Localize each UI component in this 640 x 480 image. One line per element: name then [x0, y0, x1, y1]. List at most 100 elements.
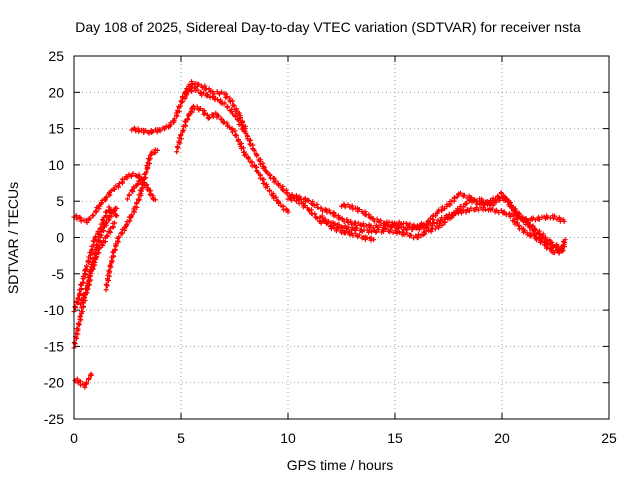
- data-point-cluster: [178, 82, 194, 104]
- x-axis-label: GPS time / hours: [287, 457, 394, 473]
- data-point-cluster: [115, 176, 127, 190]
- data-point-cluster: [232, 128, 247, 155]
- series-track-6: [72, 371, 94, 390]
- data-point: [88, 371, 94, 377]
- data-point-cluster: [128, 200, 140, 219]
- data-point-cluster: [500, 209, 513, 220]
- data-point-cluster: [144, 151, 154, 171]
- data-point-cluster: [318, 205, 332, 215]
- data-point-cluster: [138, 177, 146, 186]
- data-point-cluster: [96, 235, 108, 252]
- data-point-cluster: [112, 235, 121, 252]
- y-tick-label: 5: [56, 193, 64, 209]
- y-axis-label: SDTVAR / TECUs: [5, 182, 21, 294]
- y-tick-label: 15: [48, 121, 64, 137]
- y-tick-label: 0: [56, 230, 64, 246]
- y-tick-label: -25: [44, 411, 64, 427]
- data-point-cluster: [106, 204, 114, 213]
- data-point-cluster: [147, 147, 158, 158]
- grid: [74, 56, 609, 419]
- data-point-cluster: [81, 290, 89, 299]
- data-point-cluster: [498, 190, 512, 208]
- series-track-10: [178, 79, 248, 132]
- data-point-cluster: [103, 264, 114, 293]
- y-tick-label: 10: [48, 157, 64, 173]
- data-point: [561, 219, 567, 225]
- data-point-cluster: [128, 170, 140, 179]
- data-point-cluster: [543, 213, 556, 221]
- data-point: [152, 197, 158, 203]
- data-point-cluster: [263, 184, 280, 204]
- y-tick-labels: 25 20 15 10 5 0 -5 -10 -15 -20 -25: [44, 48, 64, 427]
- series-track-3: [71, 204, 120, 314]
- data-point-cluster: [254, 165, 269, 187]
- data-point-cluster: [381, 226, 396, 236]
- data-point-cluster: [263, 168, 279, 185]
- data-point-cluster: [210, 89, 225, 97]
- data-point-cluster: [413, 220, 429, 231]
- x-tick-label: 15: [387, 430, 403, 446]
- series-track-5: [125, 177, 158, 203]
- data-point-cluster: [359, 227, 375, 235]
- data-point-cluster: [402, 230, 419, 241]
- data-point-cluster: [77, 215, 89, 224]
- x-tick-label: 25: [601, 430, 617, 446]
- data-point-cluster: [191, 103, 203, 113]
- y-tick-label: -5: [52, 266, 65, 282]
- data-point-cluster: [129, 125, 139, 134]
- series-track-4: [103, 147, 160, 293]
- data-point-cluster: [88, 237, 99, 255]
- data-point-cluster: [360, 221, 374, 230]
- data-point-cluster: [185, 105, 196, 122]
- y-tick-label: -10: [44, 302, 64, 318]
- data-points: [71, 79, 568, 390]
- data-point-cluster: [327, 210, 342, 222]
- data-point-cluster: [550, 248, 562, 256]
- data-point-cluster: [135, 126, 151, 136]
- data-point-cluster: [220, 100, 236, 117]
- data-point-cluster: [80, 266, 90, 285]
- data-point-cluster: [445, 206, 461, 222]
- data-point-cluster: [455, 190, 472, 201]
- data-point-cluster: [559, 238, 568, 254]
- data-point-cluster: [370, 216, 387, 227]
- x-tick-label: 20: [494, 430, 510, 446]
- data-point-cluster: [241, 129, 259, 157]
- data-point-cluster: [150, 195, 157, 202]
- plot-frame: [73, 55, 610, 420]
- data-point-cluster: [116, 225, 128, 240]
- data-point: [242, 126, 248, 132]
- data-point-cluster: [213, 110, 225, 123]
- x-tick-labels: 0 5 10 15 20 25: [70, 430, 617, 446]
- data-point-cluster: [414, 229, 428, 241]
- x-tick-label: 5: [177, 430, 185, 446]
- data-point-cluster: [542, 234, 555, 247]
- data-point-cluster: [156, 123, 169, 134]
- data-point-cluster: [107, 247, 118, 269]
- chart-title: Day 108 of 2025, Sidereal Day-to-day VTE…: [75, 19, 581, 35]
- data-point: [114, 205, 120, 211]
- y-tick-label: 25: [48, 48, 64, 64]
- data-point-cluster: [90, 203, 102, 219]
- data-point-cluster: [350, 225, 364, 233]
- series-track-14: [510, 217, 568, 256]
- series-track-7: [77, 220, 118, 307]
- data-point-cluster: [171, 103, 183, 123]
- data-point-cluster: [306, 198, 321, 211]
- data-point: [562, 237, 568, 243]
- data-point-cluster: [285, 194, 300, 204]
- data-point-cluster: [141, 180, 151, 193]
- data-point-cluster: [466, 205, 481, 214]
- data-point-cluster: [192, 84, 204, 96]
- data-point-cluster: [338, 223, 355, 233]
- data-point-cluster: [131, 178, 142, 191]
- data-point-cluster: [328, 222, 344, 234]
- data-point-cluster: [349, 220, 364, 229]
- data-point-cluster: [488, 206, 504, 216]
- data-point-cluster: [360, 209, 375, 221]
- data-point-cluster: [241, 151, 259, 170]
- data-point: [285, 209, 291, 215]
- data-point: [154, 147, 160, 153]
- data-point-cluster: [349, 203, 365, 214]
